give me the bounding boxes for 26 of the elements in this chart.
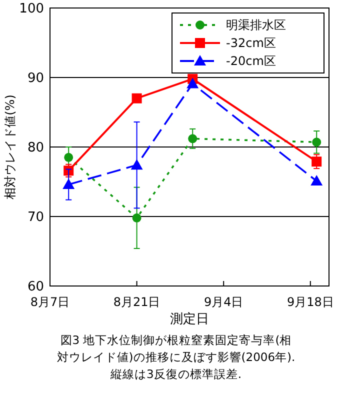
- text: 縦線は3反復の標準誤差.: [110, 367, 242, 381]
- caption: 図3 地下水位制御が根粒窒素固定寄与率(相対ウレイド値)の推移に及ぼす影響(2006年).: [56, 333, 296, 364]
- x-axis-title: 測定日: [170, 312, 209, 327]
- x-tick-label: 8月7日: [30, 295, 70, 309]
- point: [188, 134, 198, 144]
- legend-label: 明渠排水区: [226, 18, 286, 32]
- point: [312, 138, 322, 147]
- point: [186, 78, 199, 88]
- point: [132, 213, 142, 222]
- y-tick-label: 100: [19, 2, 44, 17]
- x-tick-label: 9月4日: [204, 295, 244, 309]
- point: [64, 152, 74, 162]
- y-tick-label: 70: [27, 210, 44, 226]
- point: [312, 156, 322, 167]
- y-tick-label: 90: [27, 71, 44, 86]
- legend-label: -20cm区: [226, 54, 276, 68]
- point: [310, 175, 323, 186]
- y-tick-label: 60: [27, 280, 44, 295]
- point: [62, 178, 75, 190]
- y-axis-title: 相対ウレイド値(%): [3, 94, 17, 200]
- x-tick-label: 9月18日: [286, 295, 334, 309]
- x-tick-label: 8月21日: [113, 295, 160, 309]
- y-tick-label: 80: [27, 140, 44, 156]
- legend-label: -32cm区: [226, 36, 276, 50]
- point: [132, 93, 142, 104]
- point: [130, 159, 143, 170]
